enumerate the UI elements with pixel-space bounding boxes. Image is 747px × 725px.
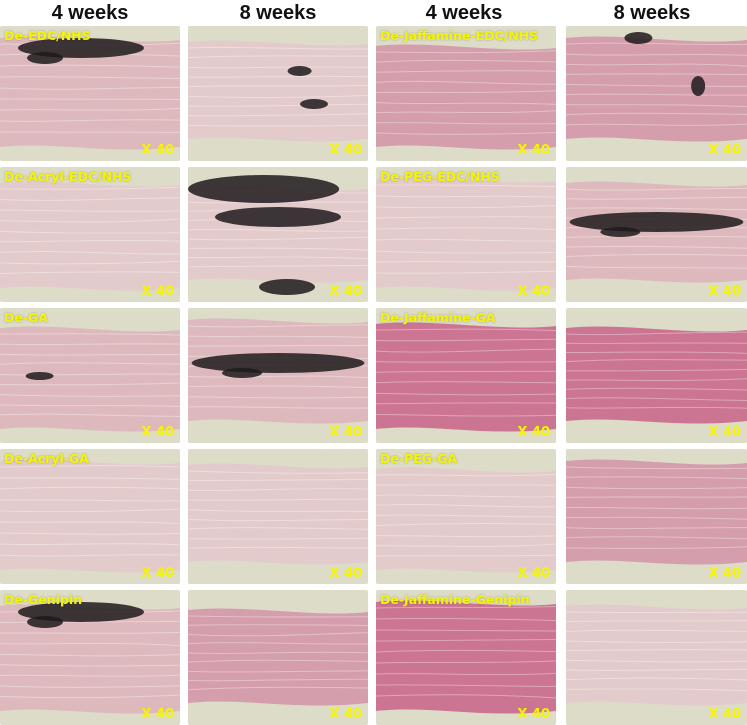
tissue-image bbox=[188, 449, 368, 584]
tissue-image bbox=[188, 26, 368, 161]
magnification-label: X 40 bbox=[329, 707, 362, 722]
magnification-label: X 40 bbox=[517, 707, 550, 722]
micrograph-panel: De-GA X 40 bbox=[0, 308, 180, 443]
tissue-image bbox=[376, 26, 556, 161]
tissue-image bbox=[376, 167, 556, 302]
tissue-image bbox=[376, 308, 556, 443]
magnification-label: X 40 bbox=[517, 143, 550, 158]
micrograph-panel: X 40 bbox=[566, 449, 747, 584]
tissue-image bbox=[566, 449, 747, 584]
micrograph-panel: De-Acryl-GA X 40 bbox=[0, 449, 180, 584]
tissue-image bbox=[188, 167, 368, 302]
magnification-label: X 40 bbox=[708, 284, 741, 299]
tissue-image bbox=[376, 590, 556, 725]
micrograph-panel: X 40 bbox=[188, 26, 368, 161]
micrograph-panel: X 40 bbox=[188, 308, 368, 443]
magnification-label: X 40 bbox=[141, 566, 174, 581]
micrograph-panel: De-EDC/NHS X 40 bbox=[0, 26, 180, 161]
magnification-label: X 40 bbox=[708, 707, 741, 722]
magnification-label: X 40 bbox=[517, 425, 550, 440]
panel-label: De-PEG-EDC/NHS bbox=[380, 169, 500, 184]
panel-label: De-Acryl-EDC/NHS bbox=[4, 169, 132, 184]
tissue-image bbox=[376, 449, 556, 584]
panel-label: De-PEG-GA bbox=[380, 451, 458, 466]
tissue-image bbox=[0, 449, 180, 584]
panel-label: De-Genipin bbox=[4, 592, 83, 607]
magnification-label: X 40 bbox=[329, 284, 362, 299]
micrograph-panel: X 40 bbox=[566, 590, 747, 725]
micrograph-panel: X 40 bbox=[566, 167, 747, 302]
tissue-image bbox=[566, 590, 747, 725]
magnification-label: X 40 bbox=[517, 566, 550, 581]
panel-label: De-EDC/NHS bbox=[4, 28, 91, 43]
magnification-label: X 40 bbox=[329, 566, 362, 581]
column-header-4: 8 weeks bbox=[613, 2, 691, 24]
micrograph-panel: X 40 bbox=[188, 449, 368, 584]
panel-label: De-Jaffamine-Genipin bbox=[380, 592, 530, 607]
magnification-label: X 40 bbox=[329, 425, 362, 440]
column-header-1: 4 weeks bbox=[51, 2, 129, 24]
tissue-image bbox=[188, 590, 368, 725]
micrograph-panel: De-Jaffamine-GA X 40 bbox=[376, 308, 556, 443]
tissue-image bbox=[566, 308, 747, 443]
panel-label: De-Acryl-GA bbox=[4, 451, 89, 466]
magnification-label: X 40 bbox=[708, 425, 741, 440]
tissue-image bbox=[566, 26, 747, 161]
micrograph-panel: De-Genipin X 40 bbox=[0, 590, 180, 725]
micrograph-panel: De-PEG-EDC/NHS X 40 bbox=[376, 167, 556, 302]
magnification-label: X 40 bbox=[141, 143, 174, 158]
column-header-2: 8 weeks bbox=[239, 2, 317, 24]
panel-label: De-Jaffamine-EDC/NHS bbox=[380, 28, 539, 43]
micrograph-panel: X 40 bbox=[566, 308, 747, 443]
micrograph-panel: X 40 bbox=[188, 167, 368, 302]
magnification-label: X 40 bbox=[517, 284, 550, 299]
micrograph-panel: X 40 bbox=[188, 590, 368, 725]
tissue-image bbox=[0, 26, 180, 161]
magnification-label: X 40 bbox=[708, 143, 741, 158]
magnification-label: X 40 bbox=[141, 707, 174, 722]
micrograph-panel: De-Jaffamine-EDC/NHS X 40 bbox=[376, 26, 556, 161]
tissue-image bbox=[0, 308, 180, 443]
tissue-image bbox=[0, 167, 180, 302]
micrograph-panel: De-Jaffamine-Genipin X 40 bbox=[376, 590, 556, 725]
tissue-image bbox=[566, 167, 747, 302]
micrograph-panel: X 40 bbox=[566, 26, 747, 161]
micrograph-panel: De-Acryl-EDC/NHS X 40 bbox=[0, 167, 180, 302]
panel-label: De-GA bbox=[4, 310, 48, 325]
magnification-label: X 40 bbox=[329, 143, 362, 158]
tissue-image bbox=[0, 590, 180, 725]
tissue-image bbox=[188, 308, 368, 443]
magnification-label: X 40 bbox=[708, 566, 741, 581]
magnification-label: X 40 bbox=[141, 284, 174, 299]
column-header-3: 4 weeks bbox=[425, 2, 503, 24]
micrograph-panel: De-PEG-GA X 40 bbox=[376, 449, 556, 584]
panel-label: De-Jaffamine-GA bbox=[380, 310, 496, 325]
magnification-label: X 40 bbox=[141, 425, 174, 440]
